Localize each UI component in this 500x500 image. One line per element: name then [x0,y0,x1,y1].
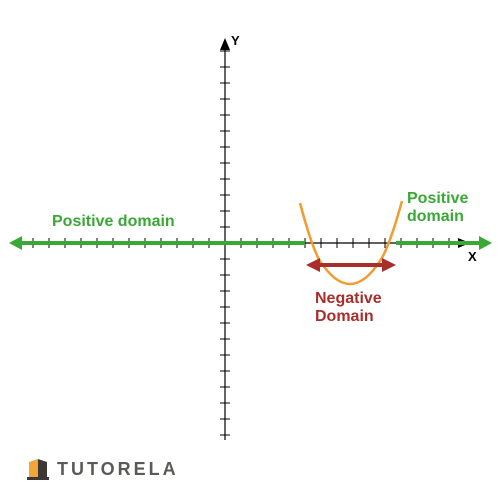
negative-domain-label-line2: Domain [315,308,374,325]
negative-domain-label-line1: Negative [315,290,382,307]
tutorela-logo-icon [25,456,51,482]
positive-domain-right-label-line2: domain [407,208,464,225]
negative-domain-left-arrow [306,258,320,272]
positive-domain-left-arrow [9,236,22,250]
positive-domain-right-arrow [479,236,492,250]
positive-domain-left-label: Positive domain [52,213,175,231]
coordinate-plane-diagram: Y X Positive domain Positive domain Nega… [0,0,500,500]
positive-domain-right-label-line1: Positive [407,190,468,207]
chart-svg [0,0,500,500]
x-axis-label: X [468,249,477,264]
y-axis-arrow [220,38,230,50]
y-axis-label: Y [231,33,240,48]
negative-domain-right-arrow [382,258,396,272]
positive-domain-right-label: Positive domain [407,190,468,225]
negative-domain-label: Negative Domain [315,290,382,325]
tutorela-logo-text: TUTORELA [57,459,179,480]
tutorela-logo: TUTORELA [25,456,179,482]
